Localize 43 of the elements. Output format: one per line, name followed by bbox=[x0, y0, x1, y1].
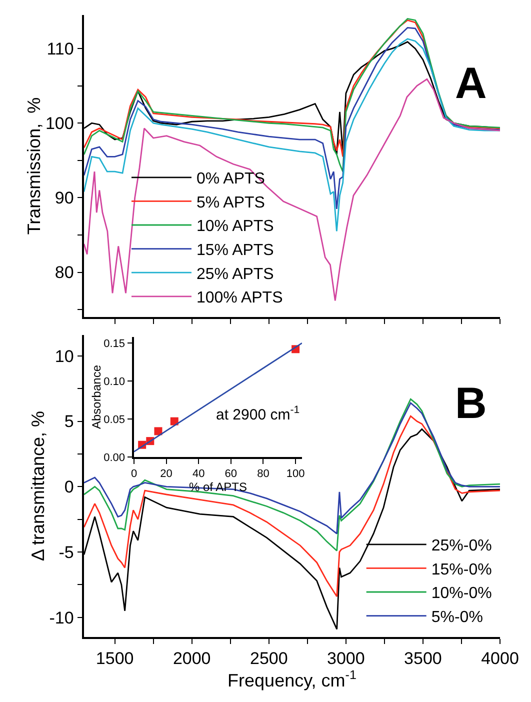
x-tick-label: 2500 bbox=[250, 649, 288, 668]
y-tick-label: 80 bbox=[54, 263, 74, 282]
legend-label: 5% APTS bbox=[196, 194, 265, 212]
legend-label: 10%-0% bbox=[431, 585, 492, 602]
x-tick-label: 3000 bbox=[327, 649, 365, 668]
legend-label: 25% APTS bbox=[196, 266, 274, 283]
legend-label: 15% APTS bbox=[196, 242, 274, 260]
x-tick-label: 80 bbox=[257, 468, 270, 480]
y-axis-title: Transmission, % bbox=[24, 97, 44, 235]
line-series bbox=[84, 38, 500, 232]
y-tick-label: 10 bbox=[54, 346, 74, 366]
x-tick-label: 20 bbox=[160, 468, 172, 480]
y-tick-label: -5 bbox=[58, 542, 74, 562]
annotation: B bbox=[455, 379, 487, 428]
x-tick-label: 1500 bbox=[96, 649, 134, 668]
y-tick-label: 100 bbox=[45, 114, 74, 134]
y-tick-label: 0.10 bbox=[104, 376, 126, 388]
y-tick-label: 110 bbox=[46, 40, 74, 59]
x-tick-label: 3500 bbox=[404, 649, 442, 668]
legend-label: 15%-0% bbox=[431, 561, 492, 578]
x-tick-label: 0 bbox=[130, 468, 138, 480]
y-tick-label: 0.00 bbox=[104, 452, 126, 464]
y-axis-title: Δ transmittance, % bbox=[28, 410, 48, 562]
x-tick-label: 40 bbox=[192, 468, 205, 480]
point bbox=[154, 427, 162, 436]
y-tick-label: 90 bbox=[54, 188, 74, 208]
legend-label: 5%-0% bbox=[431, 609, 483, 626]
annotation: A bbox=[455, 59, 487, 108]
y-axis-title: Absorbance bbox=[89, 364, 104, 430]
annotation: at 2900 cm$^{-1}$ bbox=[216, 404, 300, 424]
x-tick-label: 2000 bbox=[172, 649, 211, 668]
y-tick-label: 5 bbox=[64, 412, 74, 432]
y-tick-label: 0.05 bbox=[104, 414, 126, 426]
x-tick-label: 100 bbox=[286, 468, 305, 480]
y-tick-label: 0.15 bbox=[104, 338, 126, 350]
x-tick-label: 4000 bbox=[481, 649, 519, 668]
legend-label: 100% APTS bbox=[196, 290, 283, 307]
line-series bbox=[84, 26, 500, 210]
legend-label: 25%-0% bbox=[431, 538, 492, 555]
y-tick-label: -10 bbox=[49, 608, 74, 628]
x-tick-label: 60 bbox=[224, 468, 238, 480]
x-axis-title: Frequency, cm$^{-1}$ bbox=[228, 668, 356, 691]
legend-label: 10% APTS bbox=[196, 218, 274, 236]
